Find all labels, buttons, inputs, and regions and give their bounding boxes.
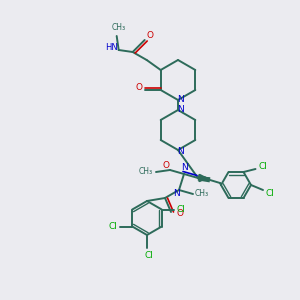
Text: O: O: [135, 82, 142, 91]
Text: O: O: [163, 161, 170, 170]
Text: Cl: Cl: [258, 161, 267, 170]
Text: CH₃: CH₃: [139, 167, 153, 176]
Text: CH₃: CH₃: [112, 23, 126, 32]
Text: Cl: Cl: [176, 205, 185, 214]
Text: N: N: [172, 188, 179, 197]
Text: HN: HN: [105, 43, 118, 52]
Text: N: N: [182, 163, 188, 172]
Text: CH₃: CH₃: [195, 190, 209, 199]
Text: Cl: Cl: [145, 251, 153, 260]
Text: N: N: [177, 146, 183, 155]
Text: O: O: [176, 209, 184, 218]
Text: O: O: [146, 31, 153, 40]
Text: Cl: Cl: [266, 188, 274, 197]
Text: N: N: [177, 104, 183, 113]
Text: N: N: [177, 95, 183, 104]
Text: Cl: Cl: [109, 222, 118, 231]
